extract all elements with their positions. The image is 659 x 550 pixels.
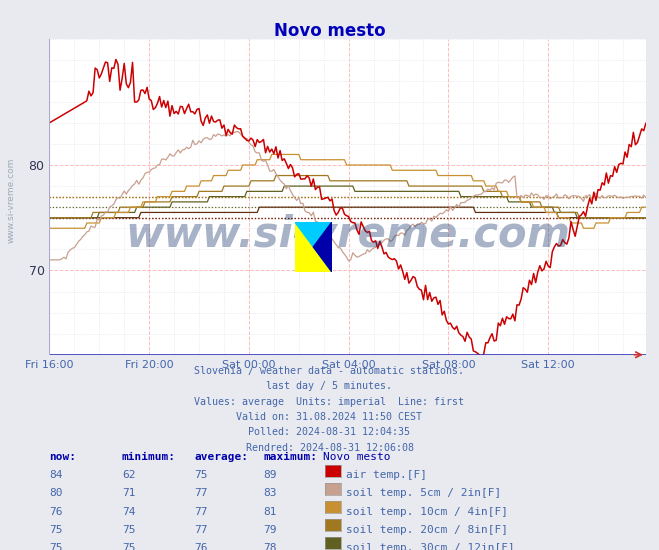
Text: 75: 75 <box>122 525 135 535</box>
Text: soil temp. 5cm / 2in[F]: soil temp. 5cm / 2in[F] <box>346 488 501 498</box>
Text: 78: 78 <box>264 543 277 550</box>
Text: 62: 62 <box>122 470 135 480</box>
Text: 83: 83 <box>264 488 277 498</box>
Text: www.si-vreme.com: www.si-vreme.com <box>7 158 16 244</box>
Text: 75: 75 <box>49 525 63 535</box>
Polygon shape <box>295 222 332 272</box>
Text: 74: 74 <box>122 507 135 516</box>
Text: 77: 77 <box>194 488 208 498</box>
Text: 84: 84 <box>49 470 63 480</box>
Text: 77: 77 <box>194 525 208 535</box>
Polygon shape <box>314 222 332 272</box>
Text: soil temp. 10cm / 4in[F]: soil temp. 10cm / 4in[F] <box>346 507 508 516</box>
Text: maximum:: maximum: <box>264 452 318 462</box>
Text: Novo mesto: Novo mesto <box>273 22 386 40</box>
Text: Slovenia / weather data - automatic stations.: Slovenia / weather data - automatic stat… <box>194 366 465 376</box>
Text: Novo mesto: Novo mesto <box>323 452 390 462</box>
Text: 80: 80 <box>49 488 63 498</box>
Text: now:: now: <box>49 452 76 462</box>
Text: 79: 79 <box>264 525 277 535</box>
Text: last day / 5 minutes.: last day / 5 minutes. <box>266 381 393 391</box>
Text: soil temp. 30cm / 12in[F]: soil temp. 30cm / 12in[F] <box>346 543 515 550</box>
Text: minimum:: minimum: <box>122 452 176 462</box>
Text: Rendred: 2024-08-31 12:06:08: Rendred: 2024-08-31 12:06:08 <box>246 443 413 453</box>
Text: 75: 75 <box>49 543 63 550</box>
Text: 77: 77 <box>194 507 208 516</box>
Text: 76: 76 <box>194 543 208 550</box>
Text: 75: 75 <box>122 543 135 550</box>
Polygon shape <box>295 222 332 272</box>
Text: 76: 76 <box>49 507 63 516</box>
Text: 81: 81 <box>264 507 277 516</box>
Text: 75: 75 <box>194 470 208 480</box>
Text: soil temp. 20cm / 8in[F]: soil temp. 20cm / 8in[F] <box>346 525 508 535</box>
Text: Polled: 2024-08-31 12:04:35: Polled: 2024-08-31 12:04:35 <box>248 427 411 437</box>
Text: average:: average: <box>194 452 248 462</box>
Text: air temp.[F]: air temp.[F] <box>346 470 427 480</box>
Text: Values: average  Units: imperial  Line: first: Values: average Units: imperial Line: fi… <box>194 397 465 406</box>
Text: 71: 71 <box>122 488 135 498</box>
Text: 89: 89 <box>264 470 277 480</box>
Text: Valid on: 31.08.2024 11:50 CEST: Valid on: 31.08.2024 11:50 CEST <box>237 412 422 422</box>
Text: www.si-vreme.com: www.si-vreme.com <box>125 213 570 256</box>
